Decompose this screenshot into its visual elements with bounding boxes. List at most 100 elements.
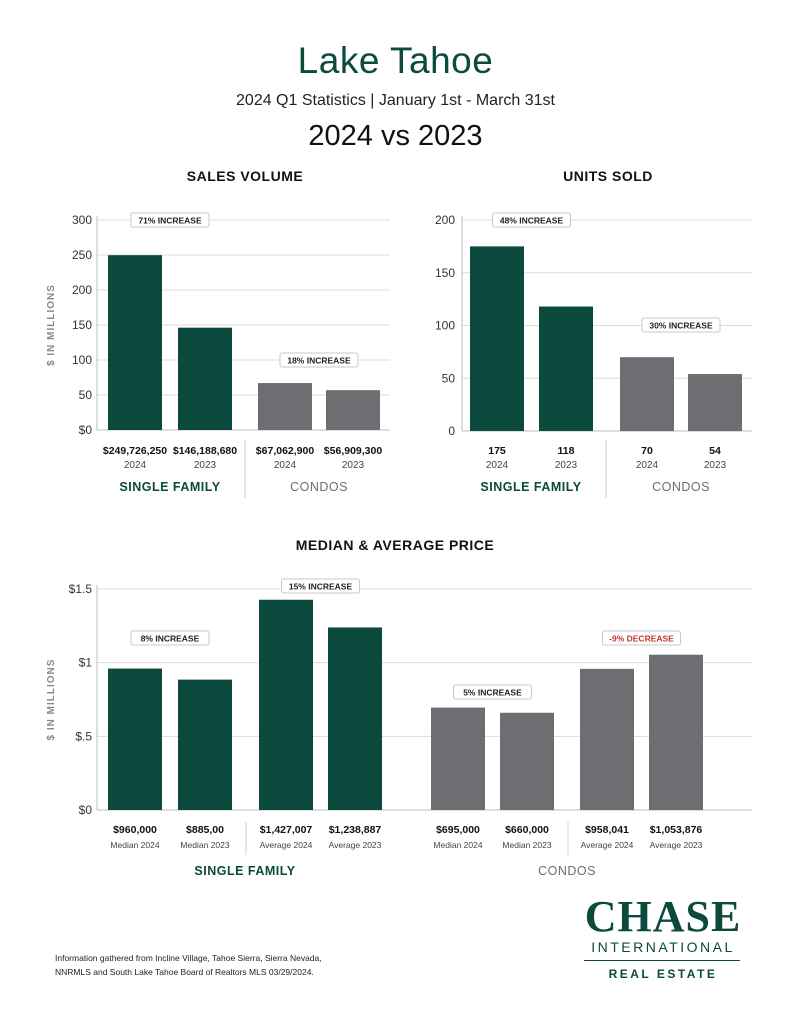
y-tick-label: 150 [435,266,455,280]
annotation-label: 48% INCREASE [500,216,564,226]
sales-volume-title: SALES VOLUME [186,168,304,184]
category-label: CONDOS [290,480,348,494]
median-average-chart: $0 $.5 $1 $1.5 $ IN MILLIONS $960,000 Median 2… [46,578,752,878]
bar-sublabel: 2023 [194,460,217,471]
bar [688,374,742,431]
footer-note: Information gathered from Incline Villag… [55,951,355,979]
annotation-box [641,317,721,333]
logo-divider [584,960,740,961]
bar [470,246,524,431]
annotation-box [130,630,210,646]
bar-sublabel: Median 2024 [110,840,159,850]
bar-sublabel: Average 2024 [581,840,634,850]
y-tick-label: $1 [79,656,93,670]
bar-value-label: $1,238,887 [329,824,382,836]
bar-sublabel: 2024 [274,460,297,471]
units-sold-title: UNITS SOLD [563,168,653,184]
bar [178,327,232,430]
y-tick-label: $0 [79,423,93,437]
bar-sublabel: Average 2023 [329,840,382,850]
annotation-box [453,684,532,700]
bar-value-label: $249,726,250 [103,445,167,457]
logo-name: CHASE [584,892,742,941]
comparison-heading: 2024 vs 2023 [308,120,483,152]
bar-value-label: 70 [641,445,653,457]
logo-tagline: REAL ESTATE [608,967,718,981]
bar-value-label: $695,000 [436,824,480,836]
page-subtitle: 2024 Q1 Statistics | January 1st - March… [236,92,555,109]
annotation-box [130,212,210,228]
category-label: SINGLE FAMILY [194,864,295,878]
page-title: Lake Tahoe [297,40,494,81]
y-tick-label: $1.5 [69,582,93,596]
bar-sublabel: 2024 [124,460,147,471]
y-tick-label: 100 [435,319,455,333]
bar [500,712,554,810]
bar-value-label: $958,041 [585,824,629,836]
bar-value-label: 54 [709,445,721,457]
category-label: CONDOS [538,864,596,878]
footer-line-1: Information gathered from Incline Villag… [55,953,322,963]
category-label: SINGLE FAMILY [480,480,581,494]
bar [328,627,382,810]
annotation-label: 5% INCREASE [463,688,522,698]
y-axis-label: $ IN MILLIONS [46,284,57,366]
bar-sublabel: Median 2024 [433,840,482,850]
annotation-label: 8% INCREASE [141,634,200,644]
y-tick-label: 0 [448,424,455,438]
bar-sublabel: 2023 [342,460,365,471]
bar-sublabel: 2023 [555,460,578,471]
bar-value-label: $67,062,900 [256,445,315,457]
bar-sublabel: 2024 [486,460,509,471]
category-label: SINGLE FAMILY [119,480,220,494]
y-tick-label: 100 [72,353,92,367]
bar-sublabel: Median 2023 [180,840,229,850]
bar-value-label: $56,909,300 [324,445,383,457]
bar-sublabel: Average 2023 [650,840,703,850]
annotation-box [492,212,571,228]
y-tick-label: 200 [435,213,455,227]
annotation-label: -9% DECREASE [609,634,674,644]
units-sold-chart: 0 50 100 150 200 175 2024 118 2023 48% INCREASE 70… [435,212,752,498]
bar-value-label: $960,000 [113,824,157,836]
category-label: CONDOS [652,480,710,494]
bar-value-label: $1,053,876 [650,824,703,836]
bar-value-label: 175 [488,445,506,457]
bar-value-label: $1,427,007 [260,824,313,836]
y-tick-label: 250 [72,248,92,262]
annotation-box [279,352,359,368]
y-tick-label: 50 [79,388,93,402]
bar [108,668,162,810]
bar-value-label: $660,000 [505,824,549,836]
y-tick-label: 300 [72,213,92,227]
bar [259,599,313,810]
sales-volume-chart: $0 50 100 150 200 250 300 $ IN MILLIONS $249,726… [46,212,390,498]
bar-value-label: 118 [558,445,575,457]
bar [108,255,162,430]
y-tick-label: 150 [72,318,92,332]
y-tick-label: $0 [79,803,93,817]
bar-sublabel: Average 2024 [260,840,313,850]
bar [431,707,485,810]
bar-sublabel: 2023 [704,460,727,471]
bar-value-label: $885,00 [186,824,224,836]
median-average-title: MEDIAN & AVERAGE PRICE [295,537,495,553]
annotation-label: 18% INCREASE [287,356,351,366]
y-axis-label: $ IN MILLIONS [46,659,57,741]
bar [580,668,634,810]
logo-subtitle: INTERNATIONAL [591,939,735,955]
bar [178,679,232,810]
y-tick-label: 50 [442,371,456,385]
bar-sublabel: 2024 [636,460,659,471]
y-tick-label: 200 [72,283,92,297]
footer-line-2: NNRMLS and South Lake Tahoe Board of Rea… [55,967,314,977]
annotation-label: 30% INCREASE [649,321,713,331]
annotation-label: 15% INCREASE [289,582,353,592]
bar [539,306,593,431]
bar-value-label: $146,188,680 [173,445,237,457]
annotation-box [281,578,360,594]
y-tick-label: $.5 [75,729,92,743]
bar [326,390,380,430]
bar [620,357,674,431]
